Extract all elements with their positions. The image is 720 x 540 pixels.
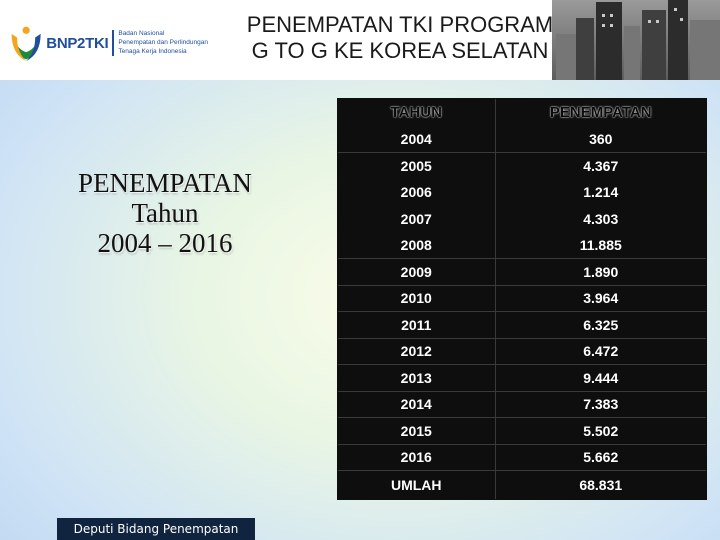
city-skyline-image [552, 0, 720, 80]
logo-emblem-icon [11, 26, 41, 62]
table-total-row: UMLAH 68.831 [338, 470, 706, 499]
year-cell: 2007 [338, 205, 496, 232]
placement-cell: 6.325 [495, 311, 706, 339]
table-row: 2013 9.444 [338, 364, 706, 392]
placement-cell: 9.444 [495, 364, 706, 392]
total-value-cell: 68.831 [579, 476, 623, 493]
section-heading-line2: Tahun [131, 198, 199, 228]
table-row: 2005 4.367 [338, 152, 706, 179]
bnp2tki-logo: BNP2TKI Badan Nasional Penempatan dan Pe… [8, 20, 208, 66]
placement-cell: 4.303 [583, 210, 619, 227]
year-cell: 2014 [338, 391, 496, 418]
year-cell: 2015 [338, 417, 496, 445]
logo-subtitle-line1: Badan Nasional [118, 30, 165, 37]
year-cell: 2005 [338, 152, 496, 179]
table-row: 2012 6.472 [338, 338, 706, 365]
table-row: 2010 3.964 [338, 285, 706, 312]
year-cell: 2013 [338, 364, 496, 392]
logo-subtitle-line3: Tenaga Kerja Indonesia [118, 48, 187, 55]
placement-cell: 3.964 [495, 285, 706, 312]
logo-subtitle-line2: Penempatan dan Perlindungan [118, 39, 208, 46]
placement-cell: 360 [495, 126, 706, 153]
table-row: 2007 4.303 [338, 205, 706, 232]
section-heading-line1: PENEMPATAN [78, 168, 252, 198]
column-header-year: TAHUN [338, 99, 496, 126]
placement-cell: 1.890 [495, 258, 706, 286]
section-heading-line3: 2004 – 2016 [97, 228, 233, 258]
year-cell: 2009 [338, 258, 496, 286]
table-row: 2014 7.383 [338, 391, 706, 418]
column-header-placement: PENEMPATAN [549, 104, 652, 121]
year-cell: 2011 [338, 311, 496, 339]
table-row: 2011 6.325 [338, 311, 706, 339]
table-row: 2006 1.214 [338, 179, 706, 206]
placement-cell: 7.383 [495, 391, 706, 418]
footer-label: Deputi Bidang Penempatan [57, 518, 255, 540]
page-title-line2: G TO G KE KOREA SELATAN [251, 38, 549, 63]
placement-table: TAHUN PENEMPATAN 2004 360 2005 4.367 200… [337, 98, 707, 500]
table-header-row: TAHUN PENEMPATAN [338, 99, 706, 126]
section-heading: PENEMPATAN Tahun 2004 – 2016 [50, 168, 280, 258]
table-row: 2004 360 [338, 126, 706, 153]
year-cell: 2006 [338, 179, 496, 206]
year-cell: 2016 [338, 444, 496, 471]
table-row: 2009 1.890 [338, 258, 706, 286]
year-cell: 2004 [338, 126, 496, 153]
placement-cell: 1.214 [583, 184, 619, 201]
table-row: 2015 5.502 [338, 417, 706, 445]
placement-cell: 5.502 [495, 417, 706, 445]
placement-cell: 5.662 [495, 444, 706, 471]
header-bar: BNP2TKI Badan Nasional Penempatan dan Pe… [0, 0, 720, 80]
placement-cell: 6.472 [495, 338, 706, 365]
year-cell: 2008 [338, 232, 496, 259]
placement-cell: 4.367 [583, 158, 619, 174]
page-title-line1: PENEMPATAN TKI PROGRAM [246, 12, 554, 37]
total-label-cell: UMLAH [338, 470, 496, 499]
year-cell: 2010 [338, 285, 496, 312]
logo-subtitle: Badan Nasional Penempatan dan Perlindung… [112, 30, 208, 56]
page-title: PENEMPATAN TKI PROGRAM G TO G KE KOREA S… [200, 12, 600, 64]
table-row: 2016 5.662 [338, 444, 706, 471]
logo-name: BNP2TKI [46, 34, 109, 52]
year-cell: 2012 [338, 338, 496, 365]
placement-cell: 11.885 [495, 232, 706, 259]
table-row: 2008 11.885 [338, 232, 706, 259]
